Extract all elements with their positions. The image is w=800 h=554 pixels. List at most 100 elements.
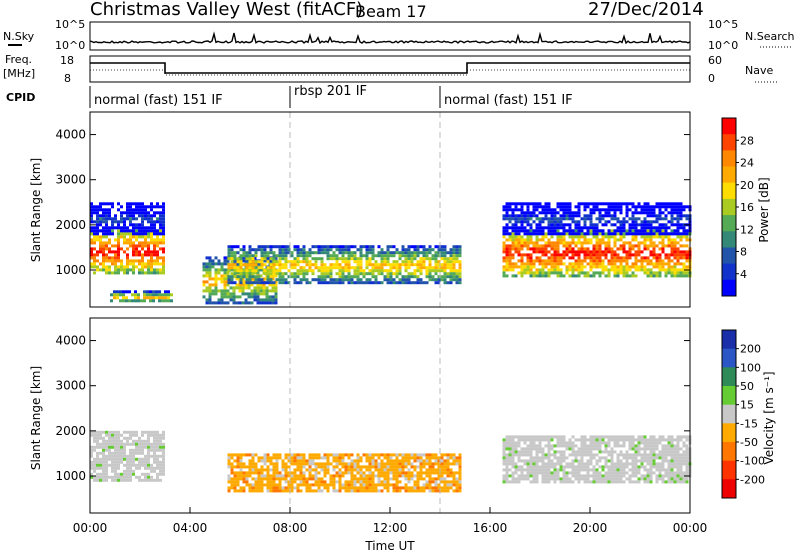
velocity-cell	[556, 441, 560, 445]
velocity-cell	[129, 460, 132, 464]
velocity-cell	[117, 463, 120, 467]
velocity-cell	[434, 477, 438, 481]
power-cell	[389, 251, 393, 255]
velocity-cell	[622, 438, 626, 442]
velocity-cell	[245, 453, 249, 457]
velocity-cell	[326, 489, 330, 493]
power-cell	[271, 298, 275, 302]
power-cell	[254, 254, 258, 258]
velocity-cell	[284, 453, 288, 457]
power-cell	[132, 223, 135, 227]
velocity-cell	[565, 480, 569, 484]
velocity-cell	[682, 453, 686, 457]
velocity-cell	[242, 465, 246, 469]
velocity-cell	[230, 468, 234, 472]
power-cell	[138, 244, 141, 248]
power-cell	[634, 259, 638, 263]
velocity-cell	[664, 450, 668, 454]
power-cbar-label-1: 24	[740, 157, 754, 170]
velocity-cell	[634, 468, 638, 472]
power-cell	[356, 269, 360, 273]
power-cell	[458, 278, 462, 282]
power-cell	[150, 238, 153, 242]
power-cell	[595, 208, 599, 212]
power-cell	[162, 235, 165, 239]
velocity-cell	[526, 468, 530, 472]
power-cell	[150, 226, 153, 230]
power-cell	[108, 268, 111, 272]
power-cell	[102, 262, 105, 266]
velocity-cell	[102, 466, 105, 470]
velocity-cell	[284, 486, 288, 490]
power-cell	[398, 254, 402, 258]
power-cell	[314, 260, 318, 264]
velocity-cell	[144, 472, 147, 476]
power-cell	[529, 211, 533, 215]
power-cell	[102, 208, 105, 212]
velocity-cell	[332, 456, 336, 460]
velocity-cell	[547, 471, 551, 475]
power-cell	[574, 274, 578, 278]
velocity-cell	[144, 457, 147, 461]
velocity-cell	[679, 462, 683, 466]
velocity-cell	[523, 468, 527, 472]
velocity-cell	[502, 474, 506, 478]
power-cell	[583, 214, 587, 218]
velocity-cell	[401, 471, 405, 475]
power-cell	[601, 235, 605, 239]
velocity-cell	[260, 465, 264, 469]
power-cell	[113, 293, 116, 297]
velocity-cell	[637, 453, 641, 457]
power-cell	[338, 266, 342, 270]
power-cell	[446, 275, 450, 279]
power-cell	[595, 229, 599, 233]
power-cell	[359, 248, 363, 252]
velocity-cell	[529, 462, 533, 466]
velocity-cell	[670, 465, 674, 469]
power-cell	[556, 232, 560, 236]
power-cell	[404, 269, 408, 273]
power-cell	[365, 254, 369, 258]
velocity-cell	[272, 483, 276, 487]
velocity-cell	[529, 441, 533, 445]
velocity-cell	[284, 465, 288, 469]
power-cell	[655, 214, 659, 218]
power-cell	[338, 269, 342, 273]
velocity-cell	[452, 480, 456, 484]
power-cell	[99, 235, 102, 239]
power-cell	[220, 268, 224, 272]
power-cell	[125, 290, 128, 294]
velocity-cell	[281, 474, 285, 478]
power-cell	[359, 260, 363, 264]
power-cell	[102, 214, 105, 218]
power-cell	[502, 268, 506, 272]
power-cell	[685, 253, 689, 257]
power-cell	[159, 205, 162, 209]
velocity-cell	[380, 468, 384, 472]
power-cell	[652, 247, 656, 251]
power-cell	[123, 229, 126, 233]
velocity-cell	[156, 439, 159, 443]
power-cell	[362, 272, 366, 276]
power-cell	[616, 217, 620, 221]
velocity-cell	[341, 465, 345, 469]
power-cell	[308, 248, 312, 252]
velocity-cell	[682, 441, 686, 445]
velocity-cell	[138, 451, 141, 455]
power-cell	[646, 205, 650, 209]
power-cell	[260, 254, 264, 258]
power-cell	[532, 214, 536, 218]
velocity-cell	[126, 439, 129, 443]
velocity-cell	[640, 441, 644, 445]
velocity-cell	[511, 450, 515, 454]
power-cell	[299, 248, 303, 252]
power-cell	[601, 232, 605, 236]
velocity-cell	[625, 477, 629, 481]
velocity-cell	[156, 472, 159, 476]
power-cell	[646, 247, 650, 251]
power-cell	[625, 265, 629, 269]
power-cell	[559, 268, 563, 272]
power-cell	[595, 238, 599, 242]
power-cell	[90, 220, 93, 224]
power-cell	[523, 253, 527, 257]
